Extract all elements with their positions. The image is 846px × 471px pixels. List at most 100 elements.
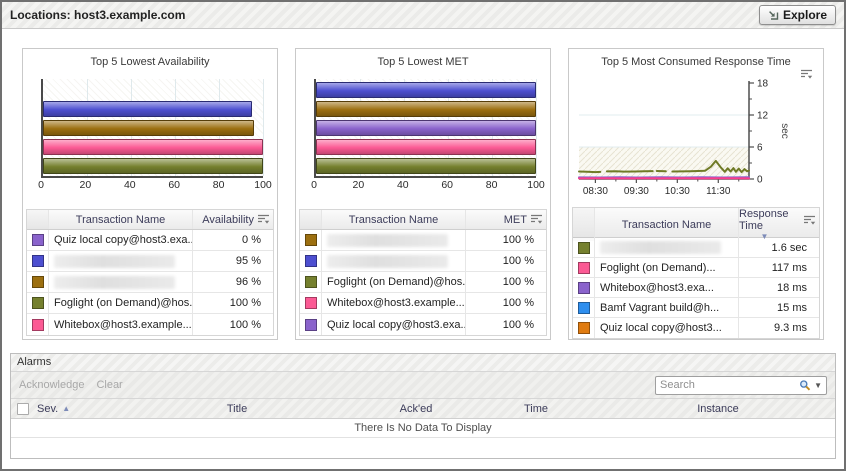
svg-text:10:30: 10:30 bbox=[665, 186, 690, 197]
swatch-column-header bbox=[27, 210, 49, 229]
table-row[interactable]: Foglight (on Demand)@hos... 100 % bbox=[27, 293, 273, 314]
table-options-icon[interactable] bbox=[803, 215, 816, 226]
value-cell: 100 % bbox=[502, 234, 534, 246]
value-cell: 95 % bbox=[235, 255, 261, 267]
bar[interactable] bbox=[43, 120, 255, 136]
swatch-cell bbox=[300, 230, 322, 250]
search-input[interactable] bbox=[660, 379, 796, 391]
bar[interactable] bbox=[43, 101, 252, 117]
select-all-checkbox[interactable] bbox=[17, 402, 29, 415]
mini-table-response-time: Transaction Name Response Time ▼ 1.6 sec… bbox=[572, 207, 820, 339]
x-tick-label: 60 bbox=[168, 179, 181, 191]
x-tick-label: 0 bbox=[38, 179, 44, 191]
column-header-transaction-name[interactable]: Transaction Name bbox=[49, 210, 193, 229]
value-cell: 15 ms bbox=[777, 301, 807, 314]
table-row[interactable]: Quiz local copy@host3.exa... 100 % bbox=[300, 314, 546, 335]
panel-title: Top 5 Lowest Availability bbox=[90, 56, 210, 68]
table-row[interactable]: Quiz local copy@host3.exa... 0 % bbox=[27, 230, 273, 251]
table-row[interactable]: Whitebox@host3.example... 100 % bbox=[300, 293, 546, 314]
x-tick-label: 40 bbox=[396, 179, 409, 191]
search-icon[interactable] bbox=[799, 379, 811, 392]
bar[interactable] bbox=[316, 158, 536, 174]
gridline bbox=[536, 79, 537, 176]
chart-options-icon[interactable] bbox=[800, 69, 813, 80]
x-tick-label: 0 bbox=[311, 179, 317, 191]
x-tick-label: 100 bbox=[527, 179, 545, 191]
swatch-cell bbox=[573, 238, 595, 257]
table-body: Quiz local copy@host3.exa... 0 % 95 % 96 % F… bbox=[27, 230, 273, 335]
table-row[interactable]: Whitebox@host3.example... 100 % bbox=[27, 314, 273, 335]
bar[interactable] bbox=[316, 101, 536, 117]
svg-text:11:30: 11:30 bbox=[706, 186, 731, 197]
panel-title: Top 5 Lowest MET bbox=[377, 56, 469, 68]
column-header-acked[interactable]: Ack'ed bbox=[399, 402, 433, 415]
column-header-availability[interactable]: Availability bbox=[193, 214, 273, 226]
sort-desc-icon[interactable]: ▼ bbox=[760, 232, 769, 241]
swatch-cell bbox=[573, 318, 595, 338]
redacted-text bbox=[327, 233, 449, 247]
column-header-transaction-name[interactable]: Transaction Name bbox=[322, 210, 466, 229]
table-row[interactable]: 100 % bbox=[300, 230, 546, 251]
x-tick-label: 40 bbox=[123, 179, 136, 191]
bar[interactable] bbox=[43, 139, 263, 155]
value-cell: 0 % bbox=[242, 234, 261, 246]
bar-chart-met[interactable]: 0 20 40 60 80 100 bbox=[296, 71, 550, 209]
table-row[interactable]: Quiz local copy@host3... 9.3 ms bbox=[573, 318, 819, 338]
table-options-icon[interactable] bbox=[530, 214, 543, 225]
swatch-cell bbox=[573, 258, 595, 277]
explore-icon bbox=[769, 10, 779, 20]
table-row[interactable]: 95 % bbox=[27, 251, 273, 272]
value-cell: 100 % bbox=[229, 297, 261, 309]
acknowledge-button[interactable]: Acknowledge bbox=[19, 379, 85, 391]
column-header-instance[interactable]: Instance bbox=[697, 402, 739, 415]
redacted-text bbox=[54, 254, 176, 268]
bar[interactable] bbox=[316, 139, 536, 155]
bar[interactable] bbox=[43, 158, 263, 174]
bar[interactable] bbox=[316, 82, 536, 98]
column-header-time[interactable]: Time bbox=[523, 402, 549, 415]
x-tick-label: 100 bbox=[254, 179, 272, 191]
table-row[interactable]: Bamf Vagrant build@h... 15 ms bbox=[573, 298, 819, 318]
x-tick-label: 80 bbox=[212, 179, 225, 191]
value-cell: 100 % bbox=[502, 318, 534, 331]
svg-text:09:30: 09:30 bbox=[624, 186, 649, 197]
bar[interactable] bbox=[316, 120, 536, 136]
transaction-name-cell bbox=[595, 238, 739, 257]
svg-text:6: 6 bbox=[757, 143, 763, 154]
svg-text:18: 18 bbox=[757, 79, 769, 90]
search-box[interactable]: ▼ bbox=[655, 375, 827, 395]
table-row[interactable]: 1.6 sec bbox=[573, 238, 819, 258]
line-chart-response-time[interactable]: 0 6 12 18 sec 08:30 09:30 10:30 11:30 bbox=[569, 69, 823, 207]
column-header-response-time[interactable]: Response Time ▼ bbox=[739, 208, 819, 241]
table-row[interactable]: Whitebox@host3.exa... 18 ms bbox=[573, 278, 819, 298]
color-swatch bbox=[31, 318, 44, 331]
column-header-sev[interactable]: Sev. ▲ bbox=[37, 402, 71, 415]
search-dropdown-caret[interactable]: ▼ bbox=[814, 380, 822, 390]
swatch-cell bbox=[27, 293, 49, 313]
clear-button[interactable]: Clear bbox=[96, 379, 123, 391]
bar-plot[interactable] bbox=[314, 79, 537, 178]
redacted-text bbox=[54, 275, 176, 289]
swatch-cell bbox=[27, 314, 49, 335]
color-swatch bbox=[577, 301, 590, 314]
table-body: 100 % 100 % Foglight (on Demand)@hos... 100… bbox=[300, 230, 546, 335]
transaction-name-cell: Quiz local copy@host3.exa... bbox=[322, 314, 466, 335]
value-cell: 100 % bbox=[229, 318, 261, 331]
column-header-transaction-name[interactable]: Transaction Name bbox=[595, 208, 739, 241]
svg-text:08:30: 08:30 bbox=[583, 186, 608, 197]
table-row[interactable]: 96 % bbox=[27, 272, 273, 293]
table-header-row: Transaction Name Availability bbox=[27, 210, 273, 230]
x-axis-labels: 0 20 40 60 80 100 bbox=[311, 179, 545, 194]
column-header-met[interactable]: MET bbox=[466, 214, 546, 226]
swatch-column-header bbox=[573, 208, 595, 241]
table-options-icon[interactable] bbox=[257, 214, 270, 225]
explore-button[interactable]: Explore bbox=[758, 5, 836, 25]
column-header-title[interactable]: Title bbox=[226, 402, 248, 415]
table-row[interactable]: Foglight (on Demand)... 117 ms bbox=[573, 258, 819, 278]
bar-chart-availability[interactable]: 0 20 40 60 80 100 bbox=[23, 71, 277, 209]
table-row[interactable]: 100 % bbox=[300, 251, 546, 272]
bar-plot[interactable] bbox=[41, 79, 264, 178]
swatch-cell bbox=[300, 272, 322, 292]
table-row[interactable]: Foglight (on Demand)@hos... 100 % bbox=[300, 272, 546, 293]
